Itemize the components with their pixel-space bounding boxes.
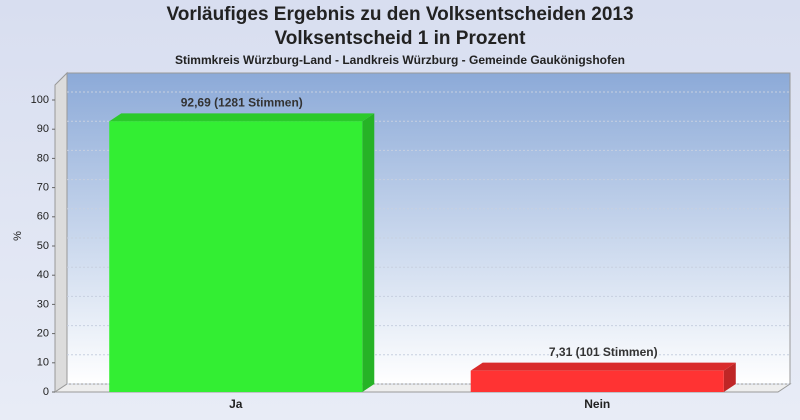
y-tick-label: 40 [37,269,49,281]
bar-side [723,362,736,392]
y-tick-label: 70 [37,182,49,194]
y-tick-label: 0 [43,386,49,398]
bar-top [109,113,375,122]
y-tick-label: 80 [37,152,49,164]
x-tick-label: Ja [229,397,243,411]
bar-side [362,113,375,392]
y-tick-label: 100 [31,94,49,106]
x-tick-label: Nein [584,397,610,411]
y-tick-label: 20 [37,328,49,340]
bar [470,370,724,392]
bar [109,121,363,392]
y-tick-label: 50 [37,240,49,252]
bar-top [470,362,736,371]
value-label: 7,31 (101 Stimmen) [549,345,658,359]
y-axis-label: % [12,231,24,241]
side-wall [54,71,68,393]
y-tick-label: 90 [37,123,49,135]
y-tick-label: 10 [37,357,49,369]
chart-title: Vorläufiges Ergebnis zu den Volksentsche… [166,4,633,25]
y-tick-label: 60 [37,211,49,223]
value-label: 92,69 (1281 Stimmen) [181,96,303,110]
chart-subtitle: Stimmkreis Würzburg-Land - Landkreis Wür… [175,53,625,67]
y-tick-label: 30 [37,298,49,310]
chart-title: Volksentscheid 1 in Prozent [275,28,527,49]
